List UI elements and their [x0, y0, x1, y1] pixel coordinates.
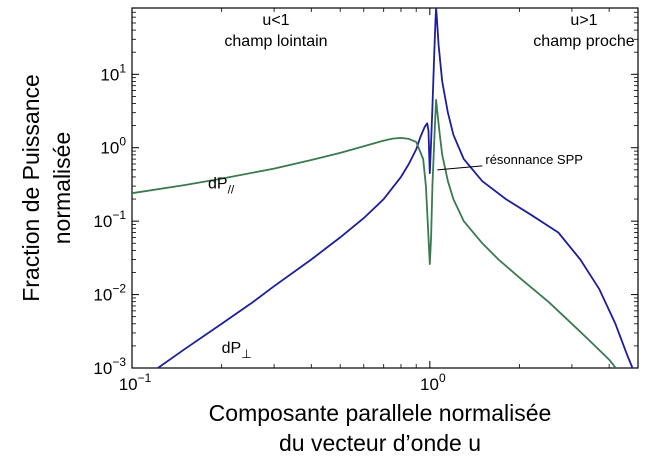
- y-tick-label: 10−1: [93, 208, 126, 231]
- series-line-0: [156, 8, 634, 368]
- y-tick-label: 101: [100, 61, 126, 84]
- region-label-left-0: u<1: [262, 12, 289, 29]
- annotation-leader: [437, 165, 483, 171]
- y-tick-label: 10−2: [93, 282, 126, 305]
- region-label-right-0: u>1: [570, 12, 597, 29]
- annotation-resonance: résonnance SPP: [485, 152, 583, 167]
- series-label-0: dP⊥: [222, 340, 252, 361]
- x-axis-title-line1: Composante parallele normalisée: [209, 400, 552, 426]
- y-axis-title-line1: Fraction de Puissance: [18, 74, 44, 302]
- labels-layer: dP⊥ dP// u<1 champ lointain u>1 champ proche r…: [208, 12, 635, 361]
- x-axis-title-line2: du vecteur d’onde u: [279, 430, 481, 456]
- x-tick-label: 10−1: [119, 371, 152, 394]
- x-tick-label: 100: [420, 371, 446, 394]
- series-layer: [132, 8, 634, 368]
- y-tick-label: 10−3: [93, 355, 126, 378]
- y-tick-label: 100: [100, 135, 126, 158]
- region-label-right-1: champ proche: [533, 33, 634, 50]
- region-label-left-1: champ lointain: [224, 33, 327, 50]
- series-line-1: [132, 98, 617, 368]
- ticks-layer: 10−1 100 10−3 10−2 10−1 100 101: [93, 8, 638, 394]
- y-axis-title-line2: normalisée: [49, 132, 75, 245]
- plot-area: [131, 7, 639, 369]
- series-label-1: dP//: [208, 175, 235, 196]
